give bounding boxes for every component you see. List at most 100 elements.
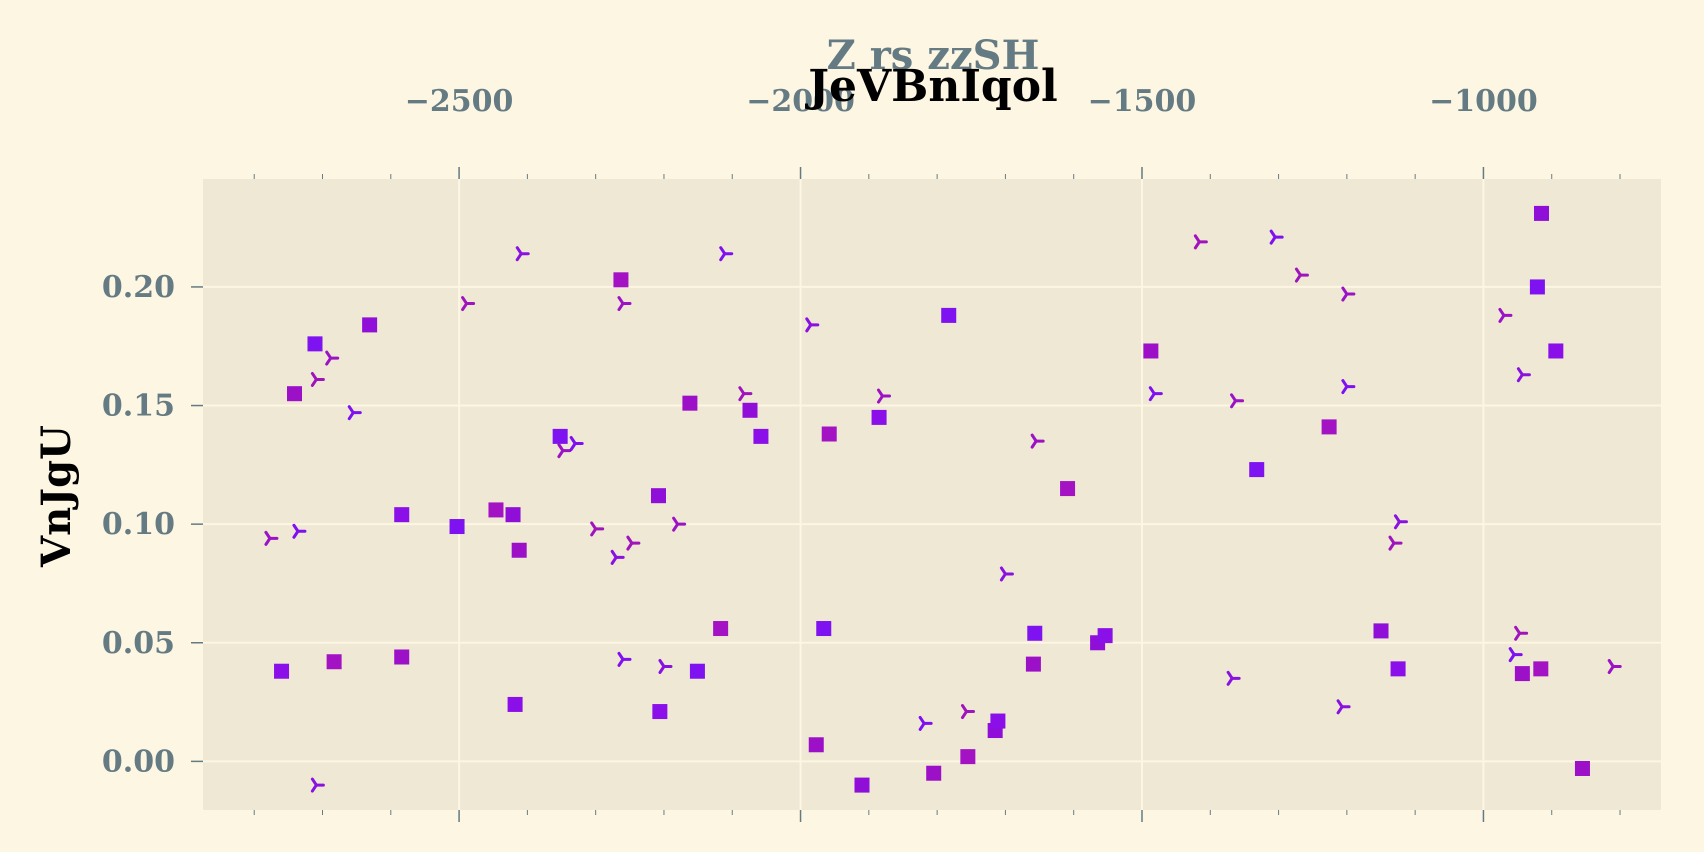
- tri-marker-arm: [876, 394, 884, 404]
- y-tick-label: 0.20: [102, 270, 175, 305]
- tri-marker: [557, 443, 572, 459]
- square-marker: [1027, 625, 1043, 641]
- square-marker: [505, 507, 521, 523]
- y-tick-label: 0.05: [102, 626, 175, 661]
- tri-marker: [610, 549, 625, 565]
- tri-marker: [1341, 379, 1356, 395]
- tri-marker-arm: [617, 657, 625, 667]
- tri-marker-arm: [1226, 676, 1234, 686]
- square-marker: [552, 428, 568, 444]
- tri-marker: [325, 350, 340, 366]
- tri-marker: [876, 388, 891, 404]
- square-marker: [449, 519, 465, 535]
- square-marker: [753, 428, 769, 444]
- y-tick-label: 0.00: [102, 744, 175, 779]
- tri-marker: [264, 530, 279, 546]
- tri-marker-arm: [1230, 399, 1238, 409]
- tri-marker-arm: [805, 323, 813, 333]
- tri-marker: [617, 296, 632, 312]
- square-marker: [1548, 343, 1564, 359]
- square-marker: [742, 402, 758, 418]
- tick-labels: −2500 −2000 −1500 −1000 0.00 0.05 0.10 0.15 0.20: [102, 84, 1538, 779]
- tri-marker-arm: [264, 536, 272, 546]
- tri-marker: [1607, 658, 1622, 674]
- square-marker: [926, 765, 942, 781]
- square-marker: [682, 395, 698, 411]
- tri-marker: [1148, 386, 1163, 402]
- tri-marker-arm: [325, 356, 333, 366]
- tri-marker-arm: [515, 252, 523, 262]
- square-marker: [274, 663, 290, 679]
- tri-marker-arm: [626, 541, 634, 551]
- tri-marker: [1516, 367, 1531, 383]
- square-marker: [821, 426, 837, 442]
- square-marker: [808, 737, 824, 753]
- tri-marker: [738, 386, 753, 402]
- tri-marker: [805, 317, 820, 333]
- square-marker: [871, 409, 887, 425]
- tri-marker-arm: [590, 527, 598, 537]
- square-marker: [941, 307, 957, 323]
- square-marker: [1097, 628, 1113, 644]
- tri-marker: [999, 566, 1014, 582]
- square-marker: [960, 749, 976, 765]
- tri-marker: [1498, 307, 1513, 323]
- tri-marker: [1269, 229, 1284, 245]
- tri-marker: [1393, 514, 1408, 530]
- square-marker: [307, 336, 323, 352]
- square-marker: [1390, 661, 1406, 677]
- square-marker: [1529, 279, 1545, 295]
- tri-marker-arm: [1341, 292, 1349, 302]
- tri-marker: [617, 651, 632, 667]
- tri-marker-arm: [1607, 664, 1615, 674]
- tri-marker-arm: [310, 783, 318, 793]
- data-points: [264, 205, 1622, 793]
- square-marker: [1249, 462, 1265, 478]
- tri-marker-arm: [658, 664, 666, 674]
- tri-marker: [1336, 699, 1351, 715]
- tri-marker-arm: [1516, 373, 1524, 383]
- square-marker: [650, 488, 666, 504]
- tri-marker-arm: [1514, 631, 1522, 641]
- y-axis-label: VnJgU: [33, 425, 80, 568]
- tri-marker-arm: [310, 377, 318, 387]
- square-marker: [613, 272, 629, 288]
- tri-marker-arm: [738, 392, 746, 402]
- tri-marker-arm: [347, 411, 355, 421]
- tri-marker-arm: [557, 449, 565, 459]
- tri-marker: [1294, 267, 1309, 283]
- square-marker: [990, 713, 1006, 729]
- square-marker: [394, 507, 410, 523]
- tri-marker: [626, 535, 641, 551]
- tri-marker-arm: [918, 721, 926, 731]
- tri-marker-arm: [569, 441, 577, 451]
- tri-marker: [590, 521, 605, 537]
- square-marker: [713, 621, 729, 637]
- square-marker: [326, 654, 342, 670]
- tri-marker-arm: [610, 555, 618, 565]
- tri-marker: [292, 523, 307, 539]
- square-marker: [511, 542, 527, 558]
- square-marker: [507, 696, 523, 712]
- square-marker: [854, 777, 870, 793]
- x-tick-label: −2000: [746, 84, 855, 119]
- y-tick-label: 0.10: [102, 507, 175, 542]
- tri-marker-arm: [1336, 705, 1344, 715]
- tri-marker: [658, 658, 673, 674]
- square-marker: [1025, 656, 1041, 672]
- tri-marker-arm: [960, 710, 968, 720]
- tri-marker: [347, 405, 362, 421]
- square-marker: [1143, 343, 1159, 359]
- tri-marker-arm: [1393, 520, 1401, 530]
- square-marker: [652, 704, 668, 720]
- tri-marker: [1514, 625, 1529, 641]
- square-marker: [1574, 760, 1590, 776]
- tri-marker-arm: [1269, 235, 1277, 245]
- square-marker: [816, 621, 832, 637]
- tri-marker-arm: [999, 572, 1007, 582]
- tri-marker-arm: [672, 522, 680, 532]
- tri-marker-arm: [1341, 385, 1349, 395]
- square-marker: [394, 649, 410, 665]
- tri-marker-arm: [1148, 392, 1156, 402]
- tri-marker: [1030, 433, 1045, 449]
